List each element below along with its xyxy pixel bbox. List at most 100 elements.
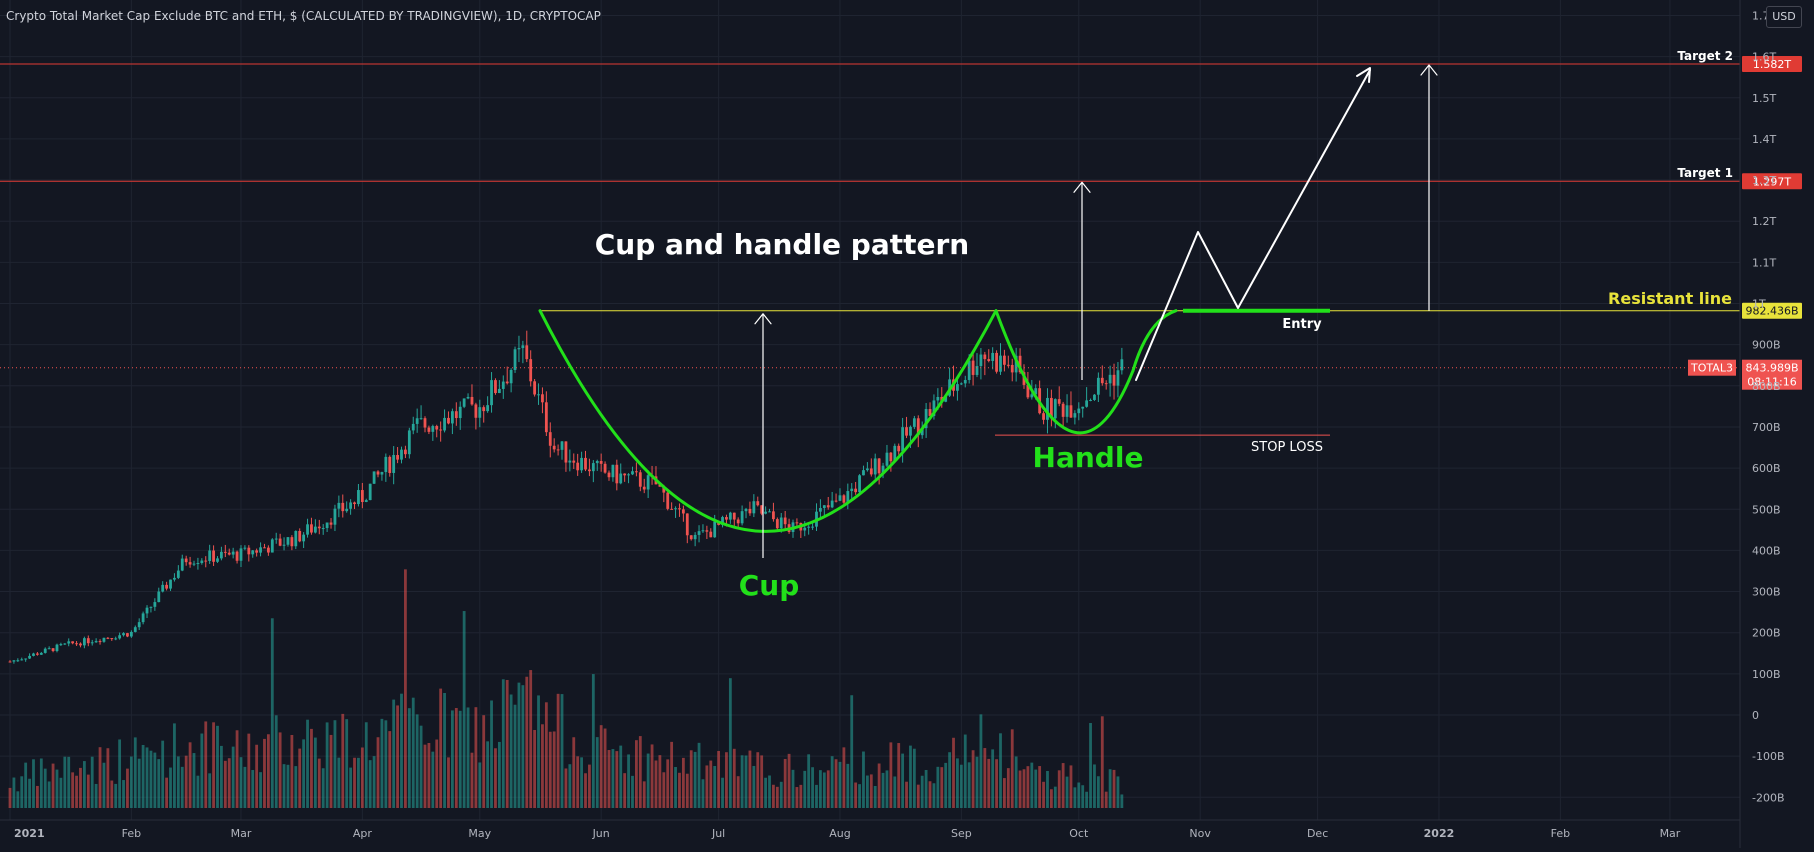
x-tick-label: Nov xyxy=(1189,827,1211,840)
volume-bar xyxy=(1057,770,1061,808)
volume-bar xyxy=(388,731,392,808)
y-tick-label: 600B xyxy=(1752,462,1781,475)
candle-body xyxy=(556,449,560,451)
volume-bar xyxy=(321,768,325,808)
currency-button[interactable]: USD xyxy=(1766,6,1802,28)
volume-bar xyxy=(544,702,548,808)
candle-body xyxy=(180,558,184,571)
candle-body xyxy=(192,563,196,565)
volume-bar xyxy=(552,731,556,808)
volume-bar xyxy=(317,758,321,808)
candle-body xyxy=(165,584,168,589)
volume-bar xyxy=(86,774,90,808)
candle-body xyxy=(987,359,991,361)
candle-body xyxy=(505,381,509,384)
volume-bar xyxy=(196,775,200,808)
volume-bar xyxy=(1003,778,1006,808)
candle-body xyxy=(196,563,200,565)
volume-bar xyxy=(576,756,580,808)
candle-body xyxy=(82,638,86,646)
volume-bar xyxy=(407,708,411,808)
candle-body xyxy=(768,511,771,513)
candle-body xyxy=(830,500,834,508)
volume-bar xyxy=(635,740,638,808)
volume-bar xyxy=(133,737,137,808)
volume-bar xyxy=(713,766,717,808)
volume-bar xyxy=(885,770,889,808)
candle-body xyxy=(231,551,235,555)
candle-body xyxy=(43,648,47,653)
volume-bar xyxy=(779,781,783,808)
volume-bar xyxy=(1116,776,1120,808)
volume-bar xyxy=(126,768,129,808)
candle-body xyxy=(1042,413,1045,420)
volume-bar xyxy=(991,749,995,808)
volume-bar xyxy=(20,776,24,808)
candle-body xyxy=(533,381,537,395)
volume-bar xyxy=(106,748,110,808)
candle-body xyxy=(599,460,603,464)
candle-body xyxy=(71,641,75,644)
volume-bar xyxy=(212,722,215,808)
candle-body xyxy=(873,458,877,475)
volume-bar xyxy=(79,767,82,808)
volume-bar xyxy=(1093,764,1096,808)
candle-body xyxy=(447,417,450,424)
volume-bar xyxy=(161,740,165,808)
volume-bar xyxy=(850,695,854,808)
candle-body xyxy=(36,653,39,655)
candle-body xyxy=(525,345,529,360)
volume-bar xyxy=(537,695,540,808)
volume-bar xyxy=(936,766,940,808)
volume-bar xyxy=(263,738,266,808)
candle-body xyxy=(59,644,63,646)
volume-bar xyxy=(141,744,145,808)
volume-bar xyxy=(807,754,811,808)
volume-bar xyxy=(646,753,650,808)
x-tick-label: Jun xyxy=(592,827,610,840)
volume-bar xyxy=(415,714,419,808)
volume-bar xyxy=(486,741,490,808)
volume-bar xyxy=(411,697,415,808)
volume-bar xyxy=(39,758,43,808)
candle-body xyxy=(431,426,435,432)
y-tick-label: 200B xyxy=(1752,627,1781,640)
candle-body xyxy=(517,348,521,350)
volume-bar xyxy=(227,758,231,808)
candle-body xyxy=(713,521,717,538)
candle-body xyxy=(16,660,20,662)
candle-body xyxy=(1096,377,1100,395)
volume-bar xyxy=(799,784,803,808)
candle-body xyxy=(795,522,799,524)
candle-body xyxy=(681,509,685,514)
volume-bar xyxy=(243,766,247,808)
candle-body xyxy=(572,460,576,463)
volume-bar xyxy=(924,769,928,808)
pattern-drawings[interactable]: Cup and handle pattern Cup Handle Entry STOP… xyxy=(538,49,1733,602)
candle-body xyxy=(478,407,482,418)
candle-body xyxy=(560,441,564,450)
volume-bar xyxy=(71,772,75,808)
volume-bar xyxy=(474,707,478,808)
candle-body xyxy=(541,394,544,403)
volume-bar xyxy=(513,704,517,808)
candle-body xyxy=(819,508,822,512)
candle-body xyxy=(932,400,936,416)
volume-bar xyxy=(75,775,78,808)
volume-bar xyxy=(623,773,627,808)
candle-body xyxy=(701,530,705,532)
x-tick-label: May xyxy=(468,827,491,840)
volume-bar xyxy=(1108,769,1112,808)
resistance-price-tag: 982.436B xyxy=(1745,305,1798,318)
volume-bar xyxy=(192,753,196,808)
candle-body xyxy=(8,661,12,663)
candle-body xyxy=(278,538,282,546)
volume-bar xyxy=(431,751,435,808)
x-tick-label: 2022 xyxy=(1424,827,1455,840)
candle-body xyxy=(12,660,16,662)
candle-body xyxy=(216,558,219,562)
volume-bar xyxy=(689,750,693,808)
candle-body xyxy=(646,475,650,490)
